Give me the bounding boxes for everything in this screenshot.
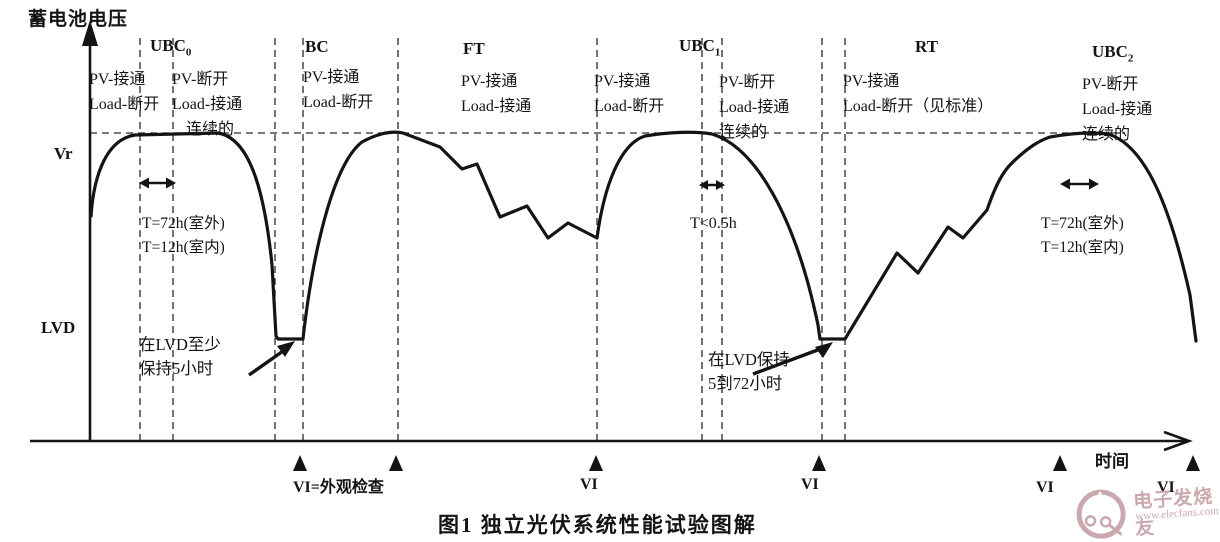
conditions-bc: PV-接通 Load-断开 (303, 65, 373, 115)
phase-ubc2-sub: 2 (1127, 52, 1134, 65)
condition-line: Load-接通 (719, 99, 790, 116)
phase-ubc0-base: UBC (150, 36, 186, 55)
annotation-pointer-shafts (248, 346, 824, 377)
condition-line: PV-接通 (303, 69, 360, 86)
phase-ubc1-sub: 1 (714, 46, 721, 59)
annotation-line: T=72h(室外) (142, 215, 225, 232)
annotation-line: T=72h(室外) (1041, 215, 1124, 232)
condition-line: Load-断开 (89, 96, 160, 113)
watermark: 电子发烧友 www.elecfans.com (1070, 478, 1220, 542)
interval-arrow-heads-icon (139, 177, 1099, 190)
phase-ubc0-sub: 0 (185, 46, 192, 59)
phase-label-ft: FT (463, 39, 485, 58)
elecfans-logo-icon (1076, 489, 1126, 539)
condition-line: 连续的 (186, 121, 235, 138)
condition-line: Load-接通 (172, 96, 243, 113)
figure-caption: 图1 独立光伏系统性能试验图解 (438, 513, 757, 537)
vi-label-1: VI (580, 476, 598, 493)
phase-label-ubc1: UBC1 (679, 36, 720, 58)
condition-line: 连续的 (719, 124, 768, 141)
phase-ubc1-base: UBC (679, 36, 715, 55)
annotation-line: 在LVD保持 (708, 350, 790, 369)
battery-voltage-curve (89, 130, 1198, 343)
condition-line: PV-接通 (89, 71, 146, 88)
condition-line: Load-断开 (303, 94, 374, 111)
condition-line: Load-断开（见标准） (843, 98, 994, 115)
conditions-ubc1-discharge: PV-断开 Load-接通 连续的 (719, 70, 789, 145)
vi-label-3: VI (1036, 479, 1054, 496)
annotation-line: 5到72小时 (708, 374, 783, 393)
annotation-t-ubc0: T=72h(室外) T=12h(室内) (142, 212, 225, 260)
vi-legend: VI=外观检查 (293, 479, 384, 496)
vi-label-2: VI (801, 476, 819, 493)
annotation-lvd-hold-1: 在LVD至少 保持5小时 (139, 333, 221, 381)
phase-label-bc: BC (305, 37, 329, 56)
vi-label-4: VI (1157, 479, 1175, 496)
annotation-lvd-hold-2: 在LVD保持 5到72小时 (708, 348, 790, 396)
y-axis-title: 蓄电池电压 (28, 9, 129, 30)
condition-line: Load-接通 (1082, 101, 1153, 118)
interval-arrow-shafts (145, 181, 1092, 187)
conditions-ubc0-charge: PV-接通 Load-断开 (89, 67, 159, 117)
annotation-line: T=12h(室内) (142, 239, 225, 256)
x-axis-title: 时间 (1095, 452, 1129, 471)
phase-label-rt: RT (915, 37, 939, 56)
annotation-t-ubc1: T<0.5h (690, 215, 737, 232)
conditions-rt: PV-接通 Load-断开（见标准） (843, 69, 993, 119)
condition-line: PV-断开 (1082, 76, 1139, 93)
condition-line: PV-接通 (594, 73, 651, 90)
condition-line: PV-接通 (843, 73, 900, 90)
condition-line: PV-断开 (172, 71, 229, 88)
axis-lines (30, 36, 1193, 452)
conditions-ubc2: PV-断开 Load-接通 连续的 (1082, 72, 1152, 147)
condition-line: Load-接通 (461, 98, 532, 115)
annotation-line: T=12h(室内) (1041, 239, 1124, 256)
condition-line: 连续的 (1082, 126, 1131, 143)
vi-marker-triangles-icon (293, 455, 1200, 471)
y-axis-arrowhead-icon (82, 20, 98, 46)
lvd-level-label: LVD (41, 318, 76, 337)
conditions-ubc1-charge: PV-接通 Load-断开 (594, 69, 664, 119)
condition-line: Load-断开 (594, 98, 665, 115)
vr-level-label: Vr (54, 144, 73, 163)
conditions-ft: PV-接通 Load-接通 (461, 69, 531, 119)
annotation-line: 在LVD至少 (139, 335, 221, 354)
phase-ubc2-base: UBC (1092, 42, 1128, 61)
phase-label-ubc2: UBC2 (1092, 42, 1133, 64)
annotation-line: 保持5小时 (139, 359, 214, 378)
phase-label-ubc0: UBC0 (150, 36, 191, 58)
conditions-ubc0-discharge: PV-断开 Load-接通 连续的 (172, 67, 242, 142)
condition-line: PV-接通 (461, 73, 518, 90)
annotation-t-ubc2: T=72h(室外) T=12h(室内) (1041, 212, 1124, 260)
condition-line: PV-断开 (719, 74, 776, 91)
